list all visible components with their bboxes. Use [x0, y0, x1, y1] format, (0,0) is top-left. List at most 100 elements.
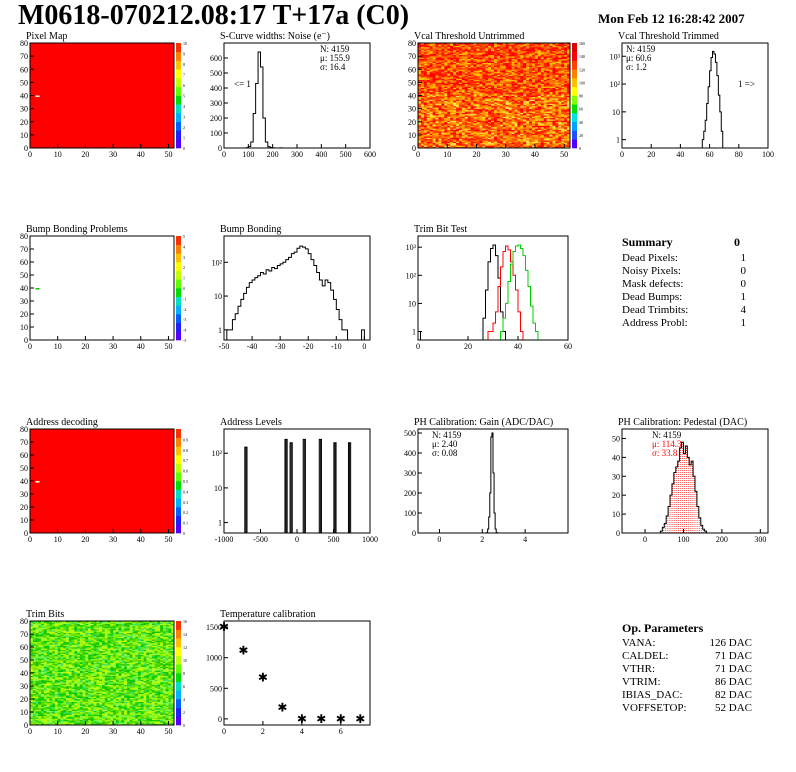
vcal-untrimmed-cell	[461, 142, 466, 145]
vcal-untrimmed-cell	[464, 138, 468, 141]
vcal-untrimmed-cell	[435, 43, 439, 45]
trim-bits-cell	[93, 722, 97, 724]
vcal-untrimmed-cell	[482, 77, 486, 79]
vcal-untrimmed-cell	[418, 142, 422, 145]
vcal-untrimmed-cell	[508, 88, 512, 91]
vcal-untrimmed-cell	[464, 96, 468, 99]
vcal-untrimmed-cell	[482, 70, 486, 73]
vcal-untrimmed-cell	[456, 77, 460, 79]
vcal-untrimmed-cell	[435, 145, 439, 147]
vcal-untrimmed-cell	[435, 96, 439, 99]
vcal-untrimmed-cell	[461, 111, 466, 113]
vcal-untrimmed-cell	[543, 120, 547, 123]
vcal-untrimmed-cell	[450, 119, 454, 121]
vcal-untrimmed-cell	[473, 92, 477, 95]
vcal-untrimmed-cell	[450, 46, 454, 49]
vcal-untrimmed-cell	[429, 67, 433, 70]
address-decoding-ytick-label: 0	[24, 529, 28, 538]
vcal-untrimmed-cell	[549, 140, 553, 142]
vcal-untrimmed-cell	[496, 106, 501, 108]
ph-pedestal-ytick-label: 20	[612, 491, 620, 500]
vcal-untrimmed-cell	[479, 88, 483, 91]
vcal-untrimmed-cell	[426, 95, 430, 98]
vcal-untrimmed-cell	[444, 120, 448, 123]
vcal-untrimmed-cell	[473, 70, 477, 73]
vcal-untrimmed-cell	[555, 146, 559, 149]
vcal-untrimmed-cell	[464, 69, 468, 71]
vcal-untrimmed-cell	[494, 133, 498, 136]
vcal-untrimmed-cell	[429, 96, 433, 99]
vcal-trimmed-stat: N: 4159	[626, 44, 656, 54]
vcal-untrimmed-cell	[558, 48, 562, 50]
vcal-untrimmed-cell	[420, 106, 425, 108]
vcal-untrimmed-cell	[432, 71, 436, 74]
vcal-untrimmed-cell	[482, 43, 486, 45]
vcal-untrimmed-cell	[520, 88, 524, 91]
vcal-untrimmed-cell	[555, 85, 559, 87]
vcal-untrimmed-cell	[546, 111, 550, 113]
vcal-untrimmed-cell	[420, 83, 425, 86]
vcal-untrimmed-cell	[420, 79, 425, 82]
vcal-untrimmed-cell	[441, 136, 445, 138]
vcal-untrimmed-cell	[482, 117, 486, 120]
vcal-untrimmed-cell	[429, 116, 433, 119]
vcal-untrimmed-cell	[511, 46, 515, 49]
pixel-map-colorbar-tick: 7	[183, 73, 185, 78]
vcal-untrimmed-cell	[526, 85, 530, 87]
vcal-untrimmed-cell	[458, 86, 463, 88]
vcal-untrimmed-cell	[496, 100, 501, 103]
vcal-untrimmed-cell	[494, 45, 498, 48]
vcal-untrimmed-cell	[494, 109, 498, 112]
vcal-untrimmed-cell	[549, 108, 553, 111]
vcal-untrimmed-cell	[485, 94, 489, 96]
vcal-untrimmed-cell	[482, 129, 486, 132]
vcal-untrimmed-cell	[546, 62, 550, 65]
vcal-untrimmed-cell	[470, 123, 474, 125]
vcal-untrimmed-cell	[473, 102, 477, 104]
noise-ytick-label: 400	[210, 84, 222, 93]
vcal-untrimmed-cell	[537, 62, 542, 65]
vcal-untrimmed-cell	[526, 62, 530, 65]
vcal-untrimmed-cell	[441, 146, 445, 149]
vcal-untrimmed-cell	[485, 79, 489, 82]
vcal-untrimmed-cell	[549, 133, 553, 136]
vcal-untrimmed-cell	[467, 73, 471, 75]
vcal-untrimmed-cell	[494, 81, 498, 83]
vcal-untrimmed-cell	[558, 145, 562, 147]
vcal-untrimmed-cell	[534, 127, 539, 129]
vcal-untrimmed-cell	[537, 92, 542, 95]
vcal-untrimmed-cell	[496, 109, 501, 112]
vcal-untrimmed-cell	[458, 91, 463, 94]
vcal-untrimmed-cell	[494, 120, 498, 123]
vcal-untrimmed-cell	[470, 77, 474, 79]
vcal-untrimmed-cell	[537, 124, 542, 126]
vcal-untrimmed-cell	[505, 83, 509, 86]
vcal-untrimmed-cell	[534, 125, 539, 128]
vcal-untrimmed-cell	[432, 127, 436, 129]
vcal-untrimmed-cell	[517, 145, 521, 147]
vcal-untrimmed-cell	[423, 64, 428, 66]
vcal-untrimmed-cell	[494, 99, 498, 102]
address-decoding-xtick-label: 30	[109, 535, 117, 544]
vcal-untrimmed-cell	[505, 146, 509, 149]
vcal-untrimmed-cell	[567, 125, 571, 128]
vcal-untrimmed-cell	[546, 136, 550, 138]
vcal-untrimmed-cell	[494, 92, 498, 95]
vcal-untrimmed-cell	[456, 56, 460, 58]
vcal-untrimmed-cell	[485, 53, 489, 56]
vcal-untrimmed-cell	[534, 54, 539, 57]
vcal-untrimmed-cell	[517, 104, 521, 107]
vcal-untrimmed-cell	[546, 130, 550, 133]
vcal-untrimmed-cell	[476, 121, 480, 124]
vcal-untrimmed-cell	[491, 132, 495, 134]
vcal-untrimmed-cell	[549, 50, 553, 53]
vcal-untrimmed-cell	[453, 43, 457, 45]
vcal-untrimmed-cell	[458, 81, 463, 83]
vcal-untrimmed-cell	[552, 111, 556, 113]
vcal-untrimmed-cell	[426, 125, 430, 128]
vcal-untrimmed-cell	[496, 103, 501, 105]
vcal-untrimmed-cell	[426, 71, 430, 74]
vcal-untrimmed-cell	[447, 138, 451, 141]
vcal-untrimmed-cell	[561, 52, 565, 54]
vcal-untrimmed-cell	[432, 48, 436, 50]
